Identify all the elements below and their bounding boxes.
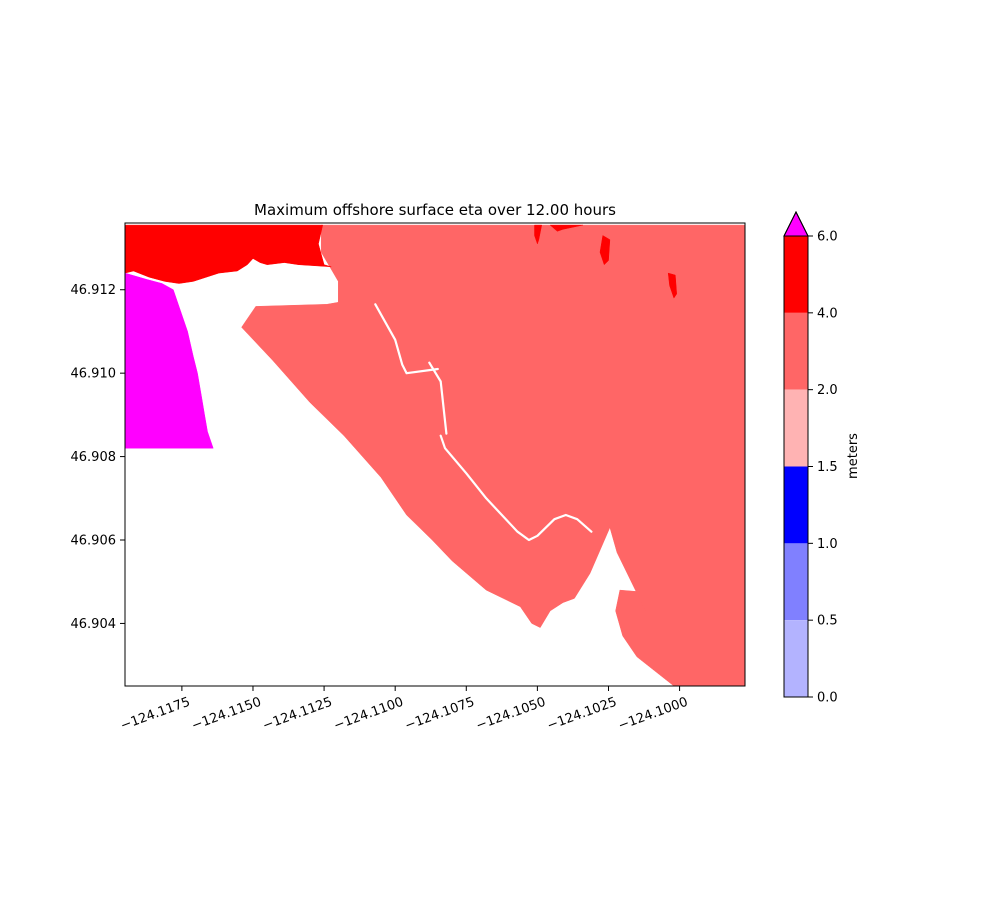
colorbar-ticks: 0.0 0.5 1.0 1.5 2.0 4.0 6.0 <box>808 230 838 706</box>
eta-regions <box>125 224 745 686</box>
colorbar-segment <box>784 312 808 390</box>
region-offshore-eta-4-to-6m <box>125 224 332 284</box>
colorbar-segment <box>784 466 808 544</box>
colorbar-segment <box>784 543 808 621</box>
region-east-red-streak-1 <box>534 224 543 245</box>
colorbar-tick-label: 6.0 <box>817 230 838 245</box>
colorbar-tick-label: 4.0 <box>817 306 838 321</box>
y-tick-label: 46.906 <box>71 534 117 549</box>
dry-line-3 <box>439 434 593 542</box>
colorbar-segment <box>784 389 808 467</box>
y-axis: 46.904 46.906 46.908 46.910 46.912 <box>71 283 125 632</box>
colorbar-tick-label: 0.5 <box>817 614 838 629</box>
chart-title: Maximum offshore surface eta over 12.00 … <box>254 201 616 219</box>
colorbar-tick-label: 2.0 <box>817 383 838 398</box>
plot-area <box>124 222 746 687</box>
region-offshore-eta-2-to-4m <box>241 224 745 686</box>
y-tick-label: 46.912 <box>71 283 117 298</box>
colorbar <box>783 210 809 698</box>
dry-line-1 <box>374 303 439 375</box>
colorbar-tick-label: 1.0 <box>817 537 838 552</box>
dry-channel-lines <box>374 303 593 542</box>
y-tick-label: 46.904 <box>71 617 117 632</box>
region-offshore-eta-above-6m <box>125 272 214 449</box>
colorbar-tick-label: 1.5 <box>817 460 838 475</box>
colorbar-tick-label: 0.0 <box>817 691 838 706</box>
dry-line-2 <box>428 361 448 435</box>
region-east-red-streak-2 <box>599 235 611 266</box>
colorbar-segment <box>784 620 808 697</box>
colorbar-label: meters <box>846 433 861 479</box>
region-east-red-streak-3 <box>667 272 677 299</box>
y-tick-label: 46.910 <box>71 367 117 382</box>
region-northeast-red-patch <box>549 224 583 232</box>
y-tick-label: 46.908 <box>71 450 117 465</box>
colorbar-segment <box>784 236 808 313</box>
